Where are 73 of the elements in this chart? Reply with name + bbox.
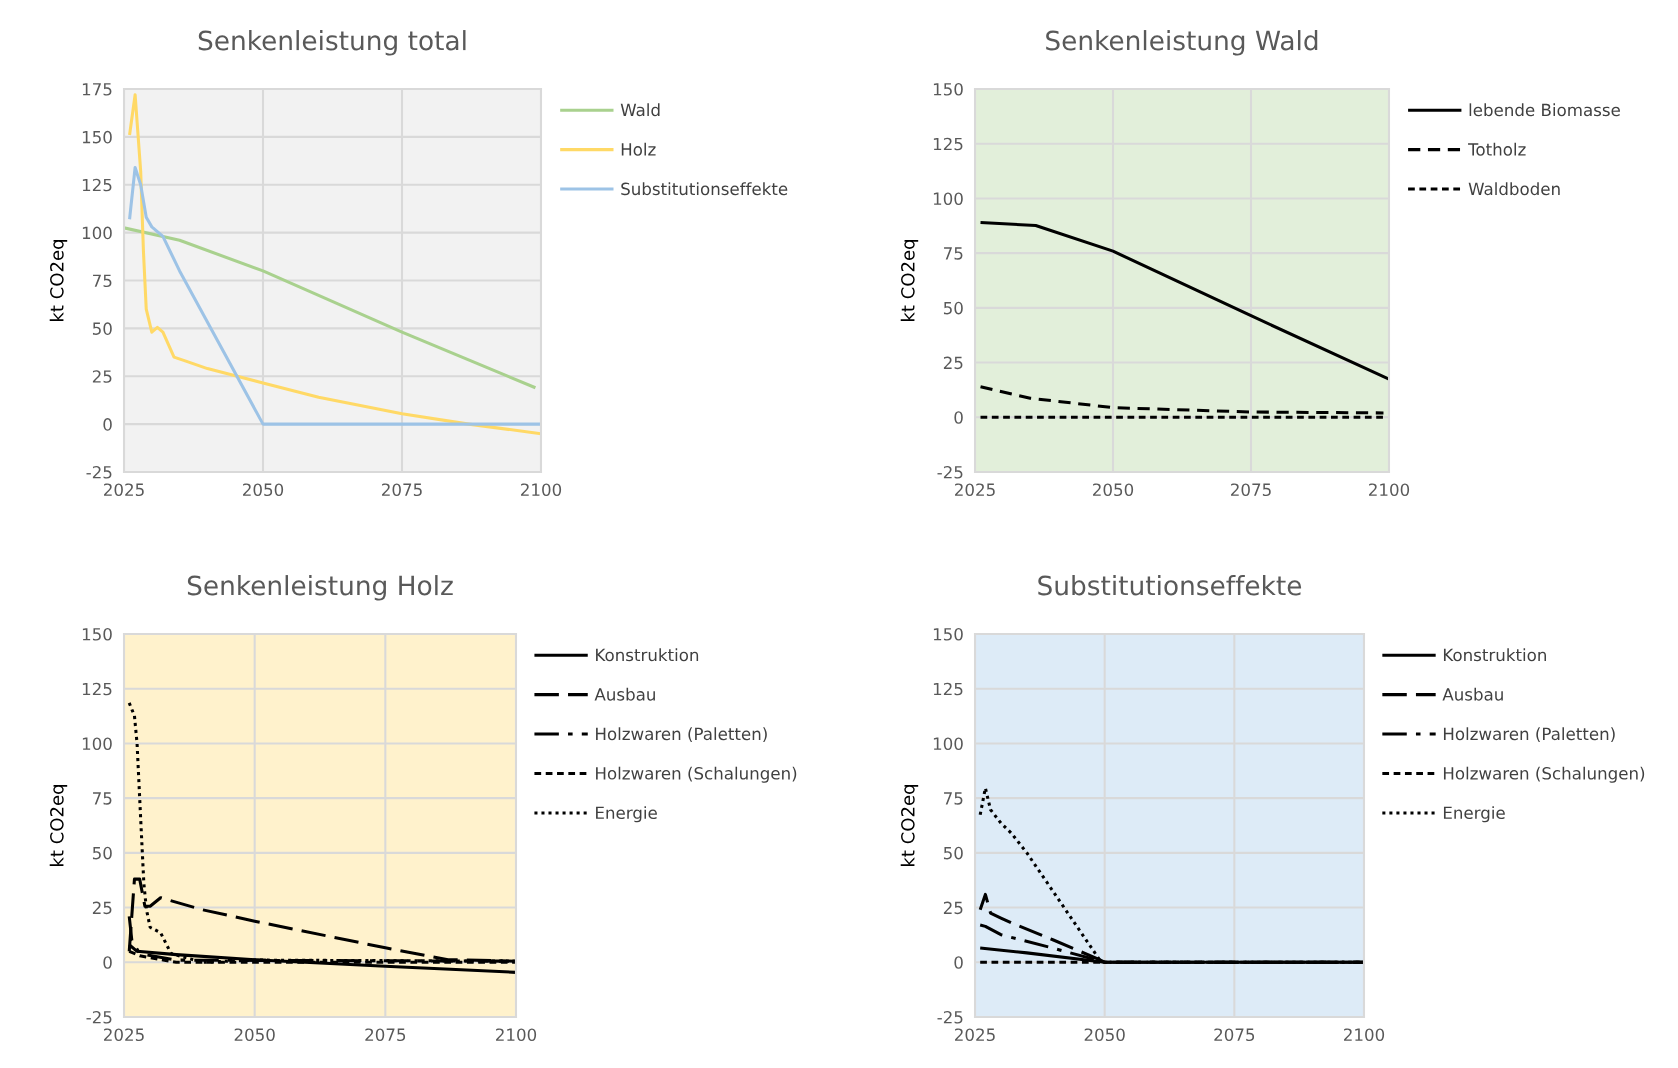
y-tick-label: 75	[944, 792, 963, 805]
y-tick-label: 75	[93, 792, 112, 805]
y-tick-label: 125	[82, 178, 112, 192]
y-tick-label: -25	[937, 1010, 963, 1024]
legend-label: Ausbau	[594, 687, 655, 701]
y-tick-label: 100	[933, 192, 963, 205]
y-axis-title: kt CO2eq	[900, 785, 919, 866]
legend-label: Holzwaren (Schalungen)	[1443, 766, 1645, 783]
y-tick-label: 150	[933, 82, 963, 96]
y-tick-label: -25	[937, 465, 963, 479]
x-tick-label: 2075	[382, 483, 422, 497]
y-tick-label: 25	[92, 370, 112, 383]
x-tick-label: 2050	[234, 1028, 275, 1042]
y-tick-label: 150	[933, 627, 963, 641]
legend-label: Ausbau	[1442, 687, 1503, 701]
x-tick-label: 2050	[1084, 1028, 1125, 1042]
legend-label: Holzwaren (Paletten)	[596, 727, 767, 743]
y-tick-label: 75	[93, 274, 112, 288]
x-tick-label: 2100	[521, 483, 562, 497]
x-tick-label: 2025	[955, 1028, 995, 1042]
y-tick-label: 50	[92, 846, 112, 860]
legend-label: Substitutionseffekte	[621, 182, 788, 196]
y-tick-label: 100	[82, 226, 112, 240]
y-tick-label: 50	[943, 846, 963, 860]
y-tick-label: 125	[933, 137, 963, 151]
x-tick-label: 2075	[1214, 1028, 1255, 1042]
legend-label: Energie	[1443, 806, 1505, 823]
legend-label: Holzwaren (Schalungen)	[596, 766, 797, 783]
y-tick-label: 50	[92, 322, 112, 335]
y-tick-label: 125	[82, 682, 112, 696]
y-tick-label: 175	[82, 83, 112, 96]
y-tick-label: 0	[954, 411, 963, 424]
y-tick-label: 25	[943, 356, 963, 370]
y-tick-label: 150	[82, 627, 112, 641]
y-axis-title: kt CO2eq	[49, 785, 68, 866]
x-tick-label: 2075	[1231, 483, 1271, 497]
x-tick-label: 2025	[955, 483, 995, 497]
x-tick-label: 2050	[243, 483, 284, 497]
y-axis-title: kt CO2eq	[900, 240, 919, 321]
y-tick-label: 0	[103, 418, 112, 431]
chart-title: Senkenleistung total	[198, 30, 466, 56]
legend-label: Holz	[621, 142, 656, 156]
x-tick-label: 2025	[104, 483, 144, 497]
y-tick-label: 50	[943, 301, 963, 315]
x-tick-label: 2075	[365, 1028, 406, 1042]
chart-title: Senkenleistung Wald	[1046, 30, 1318, 56]
x-tick-label: 2100	[496, 1028, 537, 1042]
y-tick-label: 100	[82, 737, 112, 750]
x-tick-label: 2025	[104, 1028, 144, 1042]
y-tick-label: -25	[86, 1010, 112, 1024]
x-tick-label: 2100	[1369, 483, 1410, 497]
chart-title: Senkenleistung Holz	[187, 575, 453, 601]
legend-label: lebende Biomasse	[1469, 103, 1620, 117]
y-tick-label: 125	[933, 682, 963, 696]
y-tick-label: 75	[944, 247, 963, 260]
y-tick-label: 25	[943, 901, 963, 915]
y-tick-label: 150	[82, 130, 112, 144]
x-tick-label: 2100	[1344, 1028, 1385, 1042]
legend-label: Holzwaren (Paletten)	[1443, 727, 1615, 743]
y-tick-label: 100	[933, 737, 963, 750]
legend-label: Totholz	[1468, 142, 1526, 156]
legend-label: Energie	[596, 806, 657, 823]
legend-label: Konstruktion	[596, 648, 699, 662]
legend-label: Konstruktion	[1443, 648, 1546, 662]
y-tick-label: 25	[92, 901, 112, 915]
y-tick-label: 0	[954, 956, 963, 969]
legend-label: Waldboden	[1468, 182, 1560, 196]
legend-label: Wald	[620, 103, 660, 117]
x-tick-label: 2050	[1093, 483, 1134, 497]
y-axis-title: kt CO2eq	[49, 240, 68, 321]
chart-title: Substitutionseffekte	[1038, 575, 1302, 596]
y-tick-label: -25	[86, 465, 112, 479]
y-tick-label: 0	[103, 956, 112, 969]
